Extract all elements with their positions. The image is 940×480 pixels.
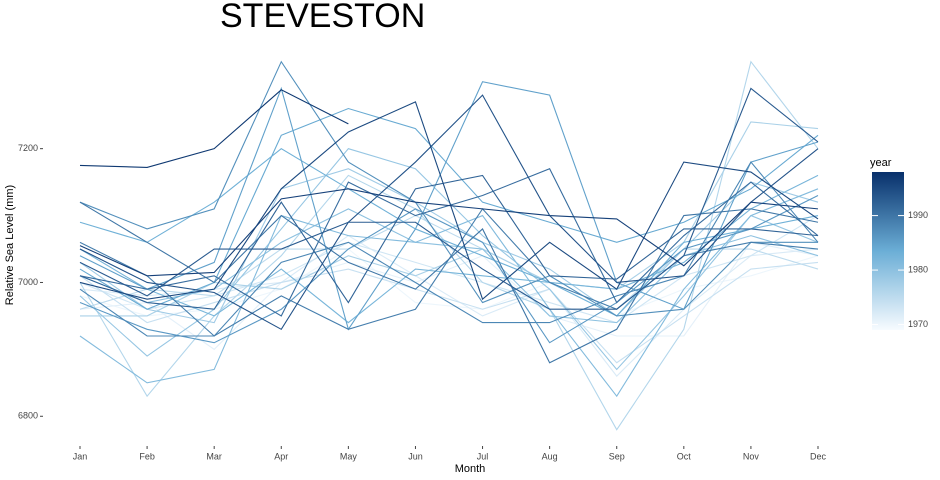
series-line: [79, 60, 818, 317]
x-axis-label: Month: [455, 463, 486, 475]
series-line: [79, 147, 819, 317]
x-tick-label: Feb: [139, 451, 155, 461]
y-axis-label: Relative Sea Level (mm): [4, 185, 16, 305]
x-tick-label: Jan: [73, 451, 88, 461]
series-line: [79, 241, 819, 351]
colorbar-title: year: [870, 157, 892, 169]
series-line: [79, 214, 819, 310]
series-line: [79, 89, 349, 168]
x-tick-label: Jul: [477, 451, 489, 461]
y-tick-label: 7000: [18, 277, 38, 287]
series-line: [79, 87, 819, 310]
series-line: [79, 107, 819, 310]
series-line: [79, 188, 819, 277]
x-tick-label: Aug: [542, 451, 558, 461]
x-tick-label: Dec: [810, 451, 827, 461]
chart-title: STEVESTON: [220, 0, 425, 35]
x-tick-label: May: [340, 451, 358, 461]
x-tick-label: Nov: [743, 451, 760, 461]
series-line: [79, 201, 819, 364]
series-line: [79, 195, 819, 344]
series-line: [79, 188, 819, 398]
series-line: [79, 101, 819, 301]
x-tick-label: Jun: [408, 451, 423, 461]
colorbar-tick-label: 1980: [908, 264, 928, 274]
series-line: [79, 81, 819, 331]
colorbar: [872, 172, 904, 330]
colorbar-tick-label: 1970: [908, 319, 928, 329]
series-line: [79, 168, 819, 324]
series-line: [79, 261, 819, 364]
series-line: [79, 234, 819, 377]
series-line: [79, 161, 819, 337]
x-tick-label: Mar: [206, 451, 222, 461]
x-tick-label: Sep: [609, 451, 625, 461]
y-tick-label: 7200: [18, 143, 38, 153]
colorbar-tick-label: 1990: [908, 210, 928, 220]
x-tick-label: Apr: [274, 451, 288, 461]
y-tick-label: 6800: [18, 411, 38, 421]
series-line: [80, 121, 819, 317]
x-tick-label: Oct: [677, 451, 692, 461]
